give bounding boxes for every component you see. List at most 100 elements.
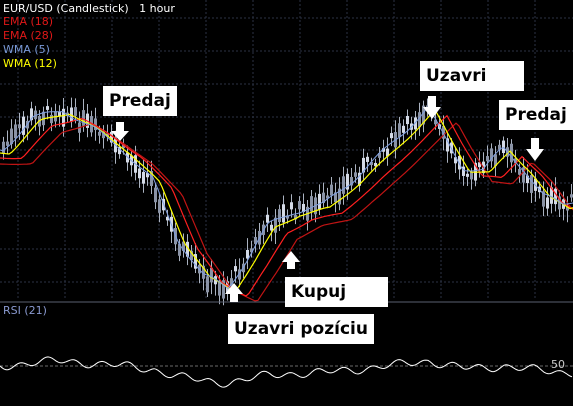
candle-body <box>142 171 145 184</box>
candle-body <box>270 224 273 231</box>
candle-body <box>178 243 181 256</box>
candle-body <box>138 168 141 179</box>
candle-body <box>82 110 85 126</box>
candle-body <box>530 175 533 193</box>
candle-body <box>374 162 377 167</box>
candles <box>2 97 573 306</box>
candle-body <box>518 169 521 175</box>
arrow-uzavri-poziciu <box>225 283 243 302</box>
ema-18-line <box>0 114 573 297</box>
candle-body <box>330 184 333 196</box>
candle-body <box>494 154 497 167</box>
candle-body <box>238 269 241 280</box>
candle-body <box>74 107 77 116</box>
candle-body <box>70 107 73 122</box>
arrow-uzavri <box>423 96 441 119</box>
candle-body <box>14 124 17 139</box>
candle-body <box>378 152 381 158</box>
candle-body <box>370 161 373 166</box>
candle-body <box>194 254 197 269</box>
candle-body <box>406 115 409 125</box>
candle-body <box>522 167 525 183</box>
candle-body <box>290 202 293 210</box>
candle-body <box>434 119 437 125</box>
callout-predaj-2: Predaj <box>499 100 573 130</box>
candle-body <box>34 110 37 120</box>
candle-body <box>298 201 301 210</box>
wma-5-line <box>0 107 573 290</box>
candle-body <box>390 133 393 139</box>
candle-body <box>282 204 285 223</box>
candle-body <box>166 216 169 221</box>
candle-body <box>218 281 221 296</box>
candle-body <box>366 156 369 162</box>
arrow-kupuj <box>282 251 300 269</box>
candle-body <box>418 112 421 128</box>
candle-body <box>570 194 573 198</box>
candle-body <box>446 138 449 152</box>
candle-body <box>502 140 505 154</box>
candle-body <box>22 116 25 135</box>
rsi-label: RSI (21) <box>3 304 47 317</box>
candle-body <box>462 166 465 176</box>
callout-uzavri-poziciu: Uzavri pozíciu <box>228 314 374 344</box>
candle-body <box>158 199 161 213</box>
candle-body <box>246 250 249 259</box>
candle-body <box>486 156 489 162</box>
chart-timeframe: 1 hour <box>139 2 175 15</box>
arrow-predaj-2 <box>526 138 544 161</box>
candle-body <box>478 162 481 168</box>
candle-body <box>234 266 237 272</box>
candle-body <box>286 215 289 219</box>
candle-body <box>442 126 445 139</box>
candle-body <box>6 141 9 146</box>
candle-body <box>94 118 97 131</box>
candle-body <box>554 188 557 205</box>
candle-body <box>250 248 253 253</box>
candle-body <box>402 125 405 133</box>
candle-body <box>338 188 341 205</box>
candle-body <box>550 187 553 204</box>
candle-body <box>342 176 345 194</box>
candle-body <box>62 108 65 127</box>
candle-body <box>346 173 349 190</box>
rsi-level-label: 50 <box>551 358 565 371</box>
candle-body <box>526 175 529 184</box>
candle-body <box>414 117 417 130</box>
candle-body <box>362 157 365 173</box>
candle-body <box>150 170 153 186</box>
candle-body <box>118 146 121 155</box>
candle-body <box>458 155 461 170</box>
legend-wma-12: WMA (12) <box>3 57 57 70</box>
candle-body <box>46 106 49 110</box>
candle-body <box>454 157 457 164</box>
candle-body <box>110 131 113 143</box>
candle-body <box>318 193 321 210</box>
candle-body <box>206 276 209 293</box>
legend-wma-5: WMA (5) <box>3 43 50 56</box>
candle-body <box>294 215 297 220</box>
candle-body <box>566 206 569 211</box>
candle-body <box>422 105 425 125</box>
candle-body <box>302 203 305 212</box>
candle-body <box>98 131 101 136</box>
rsi-line <box>0 356 573 388</box>
arrow-predaj-1 <box>111 122 129 141</box>
candle-body <box>122 144 125 149</box>
candle-body <box>190 250 193 261</box>
callout-kupuj: Kupuj <box>285 277 389 307</box>
wma-12-line <box>0 108 573 293</box>
callout-predaj-1: Predaj <box>103 86 177 116</box>
candle-body <box>354 172 357 177</box>
candle-body <box>58 111 61 117</box>
candle-body <box>154 187 157 203</box>
candle-body <box>470 172 473 180</box>
legend-ema-18: EMA (18) <box>3 15 54 28</box>
candle-body <box>182 241 185 252</box>
legend-ema-28: EMA (28) <box>3 29 54 42</box>
candle-body <box>102 131 105 139</box>
candle-body <box>558 196 561 210</box>
candle-body <box>546 197 549 209</box>
